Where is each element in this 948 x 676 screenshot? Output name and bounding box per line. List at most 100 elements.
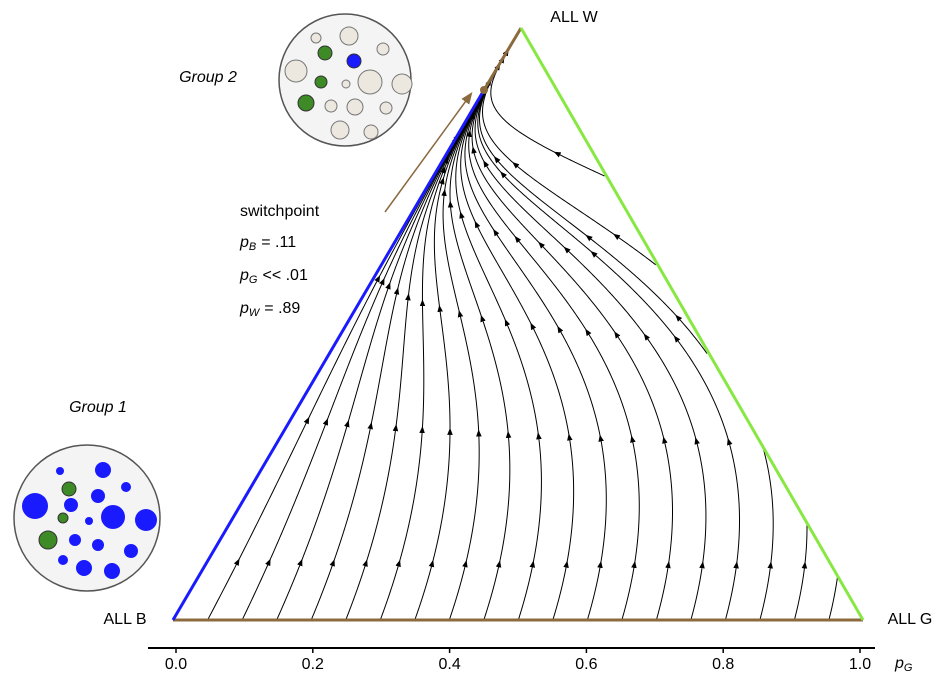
flow-arrow	[558, 327, 560, 330]
flow-arrow	[408, 295, 409, 299]
flow-arrow	[495, 157, 497, 160]
x-label-sub: G	[904, 662, 913, 674]
streamline	[475, 48, 706, 619]
flow-arrow	[442, 179, 443, 184]
flow-arrow	[396, 426, 397, 430]
group-1-icon	[14, 445, 160, 591]
streamline	[478, 47, 740, 618]
flow-arrow	[676, 316, 679, 319]
flow-arrow	[444, 190, 445, 194]
flow-arrow	[634, 562, 635, 566]
streamline	[491, 48, 605, 176]
flow-arrow	[702, 563, 703, 567]
x-tick-label: 0.0	[165, 656, 187, 673]
annotation-line: pG << .01	[239, 267, 308, 286]
flow-arrow	[236, 560, 238, 565]
flow-arrow	[632, 437, 633, 441]
flow-arrow	[268, 560, 270, 565]
flow-arrow	[600, 436, 601, 440]
flow-arrow	[388, 283, 390, 288]
flow-arrow	[592, 252, 595, 255]
group-2-icon	[279, 14, 412, 146]
vertex-label: ALL W	[550, 9, 598, 26]
flow-arrow	[515, 237, 517, 240]
flow-arrow	[614, 235, 617, 237]
streamline	[381, 47, 510, 619]
x-tick-label: 0.6	[575, 656, 597, 673]
flow-arrow	[770, 563, 771, 567]
flow-arrow	[501, 172, 504, 175]
streamline	[760, 448, 773, 619]
flow-arrow	[728, 439, 729, 443]
flow-arrow	[499, 562, 500, 567]
flow-arrow	[459, 311, 460, 315]
streamline	[479, 48, 707, 354]
flow-arrow	[664, 438, 665, 442]
flow-arrow	[736, 563, 737, 567]
flow-arrow	[432, 561, 433, 566]
flow-arrow	[600, 562, 601, 566]
streamline	[795, 524, 807, 619]
flow-arrow	[538, 434, 539, 438]
flow-arrow	[377, 276, 379, 281]
x-tick-label: 0.2	[302, 656, 324, 673]
flow-arrow	[347, 421, 348, 426]
vertex-label: ALL G	[888, 611, 933, 628]
flow-arrow	[469, 131, 470, 135]
x-label-var: p	[894, 655, 904, 672]
chart: ALL B ALL W ALL G Group 1 Group 2 switch…	[0, 0, 948, 676]
flow-arrow	[465, 561, 466, 566]
streamline	[469, 47, 640, 619]
flow-arrow	[505, 320, 507, 324]
flow-arrow	[484, 162, 486, 165]
flow-arrow	[306, 418, 308, 423]
annotation-var: p	[239, 234, 249, 251]
flow-arrow	[587, 236, 590, 239]
edge-w-segment	[484, 28, 521, 90]
flow-arrow	[586, 330, 588, 333]
streamline	[443, 48, 509, 619]
flow-arrow	[675, 337, 677, 340]
group-label: Group 2	[179, 69, 237, 86]
switchpoint	[480, 86, 488, 94]
annotation-rest: = .11	[261, 234, 296, 251]
annotation-line: pB= .11	[239, 234, 296, 253]
flow-arrow	[370, 423, 371, 428]
streamline	[461, 47, 574, 619]
flow-arrow	[805, 563, 806, 567]
flow-arrow	[473, 148, 474, 152]
flow-arrow	[645, 335, 647, 338]
flow-field	[208, 46, 837, 618]
flow-arrow	[513, 163, 516, 166]
streamline	[456, 47, 542, 619]
flow-arrow	[397, 289, 398, 294]
flow-arrow	[494, 230, 496, 233]
streamline	[829, 576, 837, 619]
annotation-var: p	[239, 267, 249, 284]
flow-arrow	[461, 213, 462, 217]
x-axis-label: pG	[894, 655, 913, 674]
flow-arrow	[565, 248, 568, 251]
flow-arrow	[532, 562, 533, 566]
flow-arrow	[615, 332, 617, 335]
flow-arrow	[326, 420, 328, 425]
annotation-rest: << .01	[262, 267, 307, 284]
annotation-var: p	[239, 300, 249, 317]
flow-arrow	[475, 222, 477, 226]
group-label: Group 1	[69, 399, 127, 416]
vertex-label: ALL B	[104, 611, 147, 628]
flow-arrow	[531, 324, 533, 327]
streamline	[483, 47, 656, 265]
annotation-sub: G	[249, 274, 258, 286]
annotation-line: pW= .89	[239, 300, 300, 319]
flow-arrow	[569, 435, 570, 439]
annotation: pB= .11pG<< .01pW= .89	[239, 234, 308, 319]
flow-arrow	[566, 562, 567, 566]
x-tick-label: 1.0	[849, 656, 871, 673]
annotation-rest: = .89	[264, 300, 300, 317]
flow-arrow	[668, 562, 669, 566]
x-tick-label: 0.4	[438, 656, 460, 673]
flow-arrow	[300, 560, 302, 565]
flow-arrow	[439, 306, 440, 310]
